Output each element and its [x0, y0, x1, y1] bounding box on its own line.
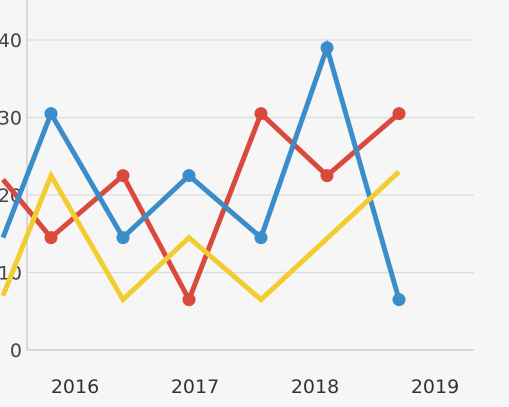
series-2-point	[116, 231, 130, 245]
y-tick-label: 30	[0, 108, 22, 130]
series-1-point	[116, 169, 130, 183]
y-tick-label: 40	[0, 30, 22, 52]
x-tick-label: 2019	[411, 376, 459, 398]
series-1-point	[392, 107, 406, 121]
series-line-3	[0, 169, 401, 304]
series-2-point	[392, 293, 406, 307]
series-2-point	[254, 231, 268, 245]
gridlines	[27, 39, 474, 274]
x-tick-label: 2018	[291, 376, 339, 398]
series-1-point	[320, 169, 334, 183]
series-line-1	[1, 109, 401, 306]
series-group	[0, 39, 406, 307]
series-2-point	[182, 169, 196, 183]
x-tick-label: 2016	[51, 376, 99, 398]
series-2-point	[320, 41, 334, 55]
series-1-point	[254, 107, 268, 121]
x-tick-label: 2017	[171, 376, 219, 398]
series-2-point	[44, 107, 58, 121]
y-tick-label: 0	[10, 340, 22, 362]
series-1-point	[44, 231, 58, 245]
series-1-point	[182, 293, 196, 307]
x-tick-labels: 2016 2017 2018 2019	[51, 376, 459, 398]
